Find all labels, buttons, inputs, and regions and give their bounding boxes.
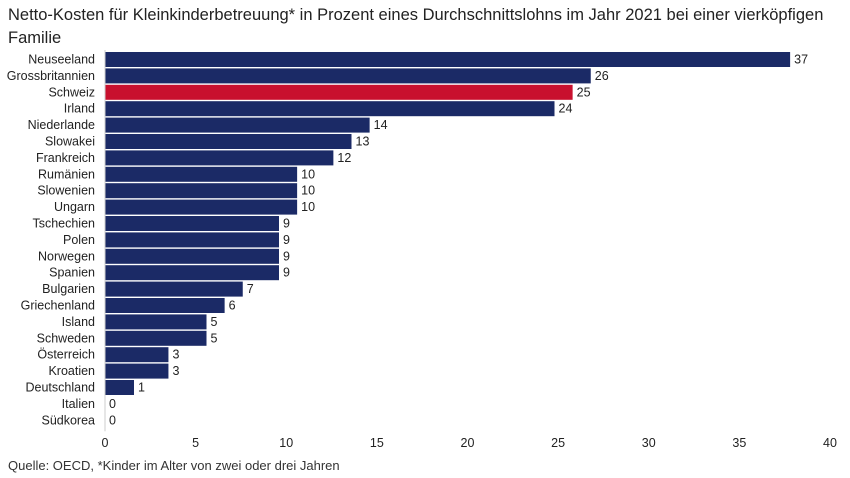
value-label: 12 bbox=[337, 151, 351, 165]
x-axis: 0 5 10 15 20 25 30 35 40 bbox=[102, 50, 837, 450]
value-label: 37 bbox=[794, 53, 808, 67]
category-label: Italien bbox=[62, 397, 95, 411]
bar bbox=[105, 265, 279, 281]
category-label: Frankreich bbox=[36, 151, 95, 165]
bar bbox=[105, 281, 243, 297]
value-label: 7 bbox=[247, 282, 254, 296]
bar bbox=[105, 183, 298, 199]
category-label: Schweiz bbox=[48, 85, 95, 99]
x-tick-label: 30 bbox=[642, 436, 656, 450]
value-label: 24 bbox=[559, 102, 573, 116]
value-label: 3 bbox=[172, 348, 179, 362]
category-label: Island bbox=[62, 315, 95, 329]
value-label: 9 bbox=[283, 266, 290, 280]
bar bbox=[105, 166, 298, 182]
value-label: 9 bbox=[283, 233, 290, 247]
source-note: Quelle: OECD, *Kinder im Alter von zwei … bbox=[8, 458, 340, 473]
category-label: Polen bbox=[63, 233, 95, 247]
category-label: Ungarn bbox=[54, 200, 95, 214]
chart-title: Netto-Kosten für Kleinkinderbetreuung* i… bbox=[8, 6, 824, 47]
x-tick-label: 35 bbox=[732, 436, 746, 450]
x-tick-label: 0 bbox=[102, 436, 109, 450]
bar bbox=[105, 199, 298, 215]
category-label: Südkorea bbox=[41, 413, 95, 427]
category-label: Grossbritannien bbox=[7, 69, 95, 83]
category-label: Slowakei bbox=[45, 135, 95, 149]
bar bbox=[105, 380, 134, 395]
bar bbox=[105, 232, 279, 248]
value-label: 25 bbox=[577, 85, 591, 99]
category-label: Irland bbox=[64, 102, 95, 116]
bar bbox=[105, 330, 207, 346]
bar bbox=[105, 84, 573, 100]
x-tick-label: 40 bbox=[823, 436, 837, 450]
bar bbox=[105, 134, 352, 149]
value-label: 5 bbox=[211, 331, 218, 345]
category-label: Griechenland bbox=[21, 299, 95, 313]
category-label: Bulgarien bbox=[42, 282, 95, 296]
value-label: 6 bbox=[229, 299, 236, 313]
category-label: Norwegen bbox=[38, 249, 95, 263]
value-label: 0 bbox=[109, 413, 116, 427]
value-label: 3 bbox=[172, 364, 179, 378]
value-label: 10 bbox=[301, 200, 315, 214]
category-label: Kroatien bbox=[48, 364, 95, 378]
bar bbox=[105, 68, 591, 84]
category-label: Neuseeland bbox=[28, 53, 95, 67]
bar bbox=[105, 117, 370, 133]
x-tick-label: 5 bbox=[192, 436, 199, 450]
bar bbox=[105, 150, 334, 166]
value-label: 10 bbox=[301, 184, 315, 198]
bar bbox=[105, 298, 225, 313]
bar bbox=[105, 101, 555, 117]
category-label: Niederlande bbox=[28, 118, 95, 132]
bar bbox=[105, 363, 169, 379]
value-label: 14 bbox=[374, 118, 388, 132]
bar bbox=[105, 52, 791, 67]
value-label: 9 bbox=[283, 217, 290, 231]
bar bbox=[105, 216, 279, 231]
x-tick-label: 15 bbox=[370, 436, 384, 450]
category-label: Spanien bbox=[49, 266, 95, 280]
category-label: Tschechien bbox=[32, 217, 95, 231]
value-label: 26 bbox=[595, 69, 609, 83]
bar bbox=[105, 314, 207, 330]
value-label: 0 bbox=[109, 397, 116, 411]
category-label: Österreich bbox=[37, 348, 95, 362]
category-label: Schweden bbox=[37, 331, 95, 345]
category-label: Deutschland bbox=[26, 381, 96, 395]
bar bbox=[105, 347, 169, 363]
value-label: 1 bbox=[138, 381, 145, 395]
category-label: Slowenien bbox=[37, 184, 95, 198]
x-tick-label: 25 bbox=[551, 436, 565, 450]
value-label: 10 bbox=[301, 167, 315, 181]
value-label: 9 bbox=[283, 249, 290, 263]
x-tick-label: 20 bbox=[461, 436, 475, 450]
x-tick-label: 10 bbox=[279, 436, 293, 450]
category-label: Rumänien bbox=[38, 167, 95, 181]
bar bbox=[105, 248, 279, 264]
value-label: 13 bbox=[356, 135, 370, 149]
value-label: 5 bbox=[211, 315, 218, 329]
